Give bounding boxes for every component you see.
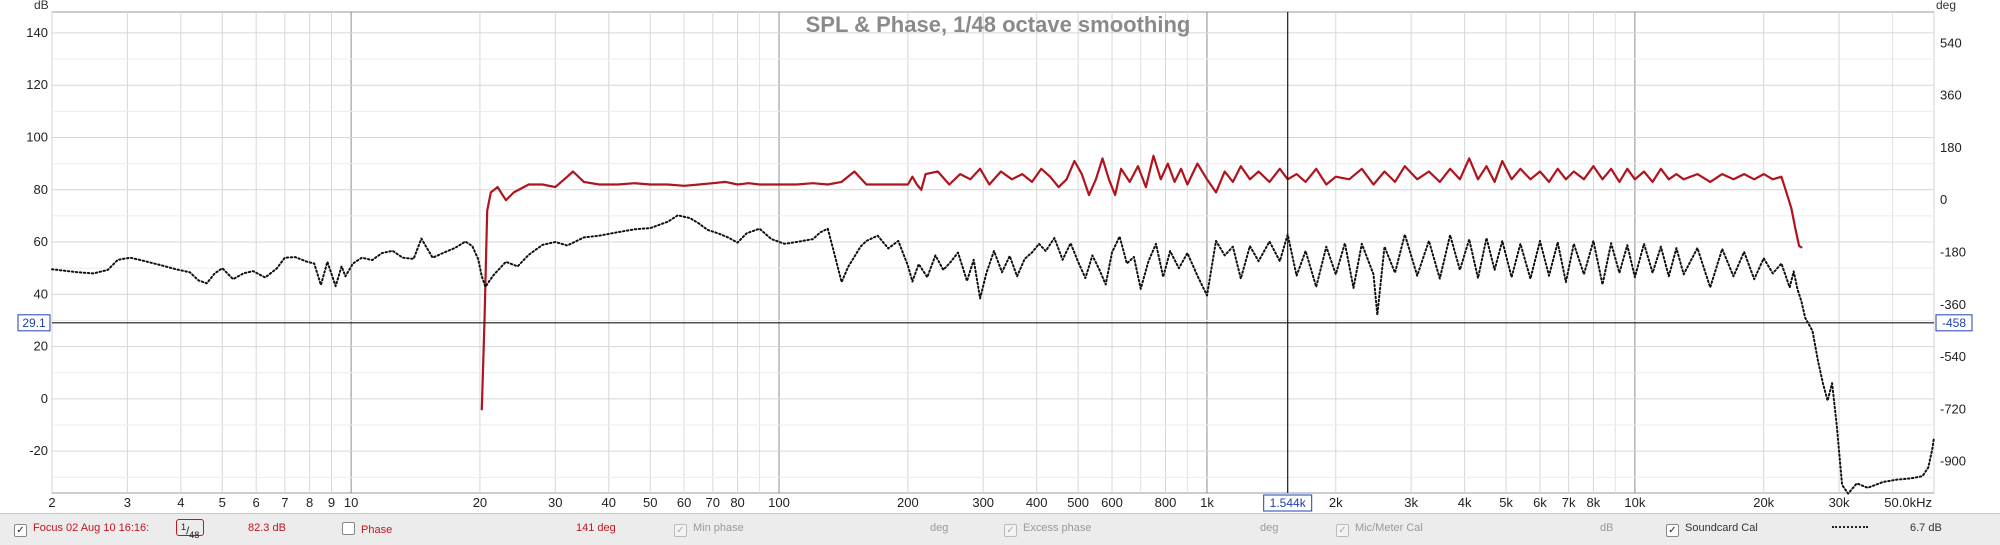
right-axis-unit: deg bbox=[1936, 0, 1956, 12]
x-tick-label: 70 bbox=[706, 495, 720, 510]
x-tick-label: 8 bbox=[306, 495, 313, 510]
x-tick-label: 30 bbox=[548, 495, 562, 510]
y-right-tick-label: -180 bbox=[1940, 245, 1966, 260]
excess-phase-checkbox[interactable]: ✓ bbox=[1004, 524, 1017, 537]
y-right-tick-label: 360 bbox=[1940, 88, 1962, 103]
soundcard-value: 6.7 dB bbox=[1910, 522, 1942, 534]
focus-label: Focus 02 Aug 10 16:16: bbox=[33, 522, 149, 534]
x-tick-label: 6k bbox=[1533, 495, 1547, 510]
smoothing-selector[interactable]: 1/48 bbox=[176, 519, 204, 538]
x-tick-label: 4k bbox=[1458, 495, 1472, 510]
x-tick-label: 50.0kHz bbox=[1884, 495, 1932, 510]
x-tick-label: 400 bbox=[1026, 495, 1048, 510]
focus-checkbox[interactable]: ✓ bbox=[14, 524, 27, 537]
y-left-tick-label: 40 bbox=[34, 286, 48, 301]
y-left-tick-label: 120 bbox=[26, 77, 48, 92]
cursor-x-label: 1.544k bbox=[1270, 496, 1307, 510]
cursor-y-left-label: 29.1 bbox=[22, 316, 46, 330]
x-tick-label: 4 bbox=[177, 495, 184, 510]
x-tick-label: 5 bbox=[219, 495, 226, 510]
legend-phase[interactable]: Phase bbox=[342, 522, 392, 536]
chart-title: SPL & Phase, 1/48 octave smoothing bbox=[806, 12, 1191, 37]
x-tick-label: 3 bbox=[124, 495, 131, 510]
excess-phase-unit: deg bbox=[1260, 522, 1278, 534]
min-phase-unit: deg bbox=[930, 522, 948, 534]
x-tick-label: 30k bbox=[1829, 495, 1850, 510]
y-right-tick-label: -540 bbox=[1940, 349, 1966, 364]
x-tick-label: 20k bbox=[1753, 495, 1774, 510]
soundcard-cal-label: Soundcard Cal bbox=[1685, 522, 1758, 534]
excess-phase-label: Excess phase bbox=[1023, 522, 1091, 534]
y-right-tick-label: 540 bbox=[1940, 35, 1962, 50]
x-tick-label: 5k bbox=[1499, 495, 1513, 510]
x-tick-label: 7 bbox=[281, 495, 288, 510]
x-tick-label: 2 bbox=[48, 495, 55, 510]
y-left-tick-label: 100 bbox=[26, 129, 48, 144]
y-right-tick-label: -900 bbox=[1940, 454, 1966, 469]
x-tick-label: 200 bbox=[897, 495, 919, 510]
y-left-tick-label: 80 bbox=[34, 182, 48, 197]
x-tick-label: 800 bbox=[1155, 495, 1177, 510]
mic-cal-label: Mic/Meter Cal bbox=[1355, 522, 1423, 534]
x-tick-label: 8k bbox=[1587, 495, 1601, 510]
cursor-y-right-label: -458 bbox=[1942, 316, 1966, 330]
legend-focus[interactable]: ✓ Focus 02 Aug 10 16:16: bbox=[14, 522, 149, 537]
mic-cal-checkbox[interactable]: ✓ bbox=[1336, 524, 1349, 537]
x-tick-label: 10k bbox=[1624, 495, 1645, 510]
soundcard-line-sample bbox=[1832, 522, 1868, 534]
phase-label: Phase bbox=[361, 524, 392, 536]
legend-min-phase[interactable]: ✓ Min phase bbox=[674, 522, 744, 537]
x-tick-label: 300 bbox=[972, 495, 994, 510]
y-right-tick-label: 180 bbox=[1940, 140, 1962, 155]
smoothing-numerator: 1 bbox=[181, 522, 186, 532]
soundcard-cal-checkbox[interactable]: ✓ bbox=[1666, 524, 1679, 537]
x-tick-label: 10 bbox=[344, 495, 358, 510]
smoothing-fraction[interactable]: 1/48 bbox=[176, 519, 204, 536]
mic-cal-unit: dB bbox=[1600, 522, 1613, 534]
x-tick-label: 80 bbox=[730, 495, 744, 510]
min-phase-label: Min phase bbox=[693, 522, 744, 534]
y-left-tick-label: 0 bbox=[41, 391, 48, 406]
x-tick-label: 1k bbox=[1200, 495, 1214, 510]
x-tick-label: 9 bbox=[328, 495, 335, 510]
x-tick-label: 2k bbox=[1329, 495, 1343, 510]
x-tick-label: 7k bbox=[1562, 495, 1576, 510]
x-tick-label: 3k bbox=[1404, 495, 1418, 510]
y-left-tick-label: 60 bbox=[34, 234, 48, 249]
focus-value: 82.3 dB bbox=[248, 522, 286, 534]
y-left-tick-label: -20 bbox=[29, 443, 48, 458]
y-left-tick-label: 20 bbox=[34, 339, 48, 354]
x-tick-label: 50 bbox=[643, 495, 657, 510]
x-tick-label: 6 bbox=[253, 495, 260, 510]
dotted-line-swatch bbox=[1832, 526, 1868, 528]
min-phase-checkbox[interactable]: ✓ bbox=[674, 524, 687, 537]
x-tick-label: 60 bbox=[677, 495, 691, 510]
x-tick-label: 100 bbox=[768, 495, 790, 510]
y-left-tick-label: 140 bbox=[26, 25, 48, 40]
phase-checkbox[interactable] bbox=[342, 522, 355, 535]
y-right-tick-label: -720 bbox=[1940, 401, 1966, 416]
x-tick-label: 20 bbox=[473, 495, 487, 510]
phase-value: 141 deg bbox=[576, 522, 616, 534]
smoothing-denominator: 48 bbox=[189, 530, 199, 540]
legend-soundcard-cal[interactable]: ✓ Soundcard Cal bbox=[1666, 522, 1758, 537]
legend-bar: ✓ Focus 02 Aug 10 16:16: 1/48 82.3 dB Pha… bbox=[0, 513, 2000, 545]
x-tick-label: 500 bbox=[1067, 495, 1089, 510]
y-right-tick-label: 0 bbox=[1940, 192, 1947, 207]
left-axis-unit: dB bbox=[34, 0, 49, 12]
x-tick-label: 40 bbox=[602, 495, 616, 510]
legend-excess-phase[interactable]: ✓ Excess phase bbox=[1004, 522, 1091, 537]
y-right-tick-label: -360 bbox=[1940, 297, 1966, 312]
x-tick-label: 600 bbox=[1101, 495, 1123, 510]
legend-mic-cal[interactable]: ✓ Mic/Meter Cal bbox=[1336, 522, 1423, 537]
